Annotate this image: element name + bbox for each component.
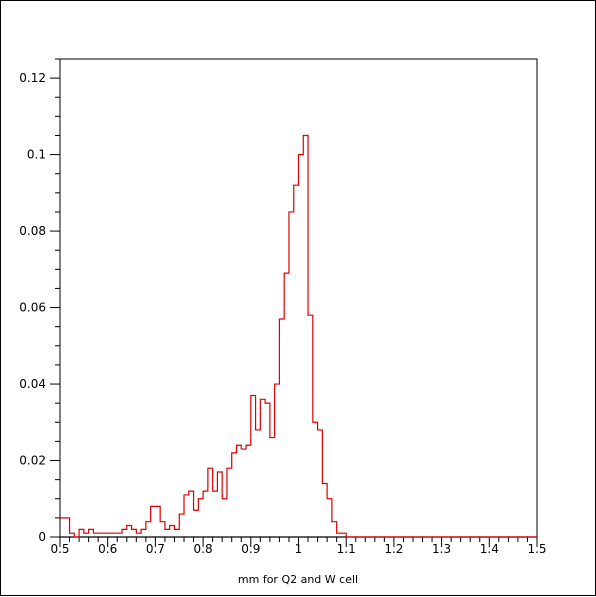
- series-layer: [60, 134, 537, 538]
- x-tick-label: 0.5: [50, 542, 69, 556]
- x-tick-label: 0.9: [241, 542, 260, 556]
- x-tick-label: 1.5: [527, 542, 546, 556]
- y-axis: 0 0.02 0.04 0.06 0.08 0.1 0.12: [19, 58, 60, 544]
- x-tick-label: 1.1: [337, 542, 356, 556]
- x-tick-label: 1.3: [432, 542, 451, 556]
- y-tick-label: 0.02: [19, 454, 46, 468]
- x-axis: 0.5 0.6 0.7 0.8 0.9 1 1.1 1.2 1.3 1.4 1.5: [50, 537, 547, 556]
- x-axis-label: mm for Q2 and W cell: [238, 573, 358, 586]
- y-tick-label: 0: [38, 530, 46, 544]
- x-tick-label: 0.6: [98, 542, 117, 556]
- y-tick-label: 0.08: [19, 224, 46, 238]
- x-tick-label: 1.2: [384, 542, 403, 556]
- histogram-series-1: [60, 134, 537, 538]
- y-tick-label: 0.04: [19, 377, 46, 391]
- y-tick-label: 0.12: [19, 71, 46, 85]
- x-tick-label: 1: [295, 542, 303, 556]
- x-tick-label: 1.4: [480, 542, 499, 556]
- x-tick-label: 0.8: [194, 542, 213, 556]
- x-tick-label: 0.7: [146, 542, 165, 556]
- y-tick-label: 0.06: [19, 301, 46, 315]
- y-tick-label: 0.1: [27, 148, 46, 162]
- plot-area-border: [59, 58, 538, 538]
